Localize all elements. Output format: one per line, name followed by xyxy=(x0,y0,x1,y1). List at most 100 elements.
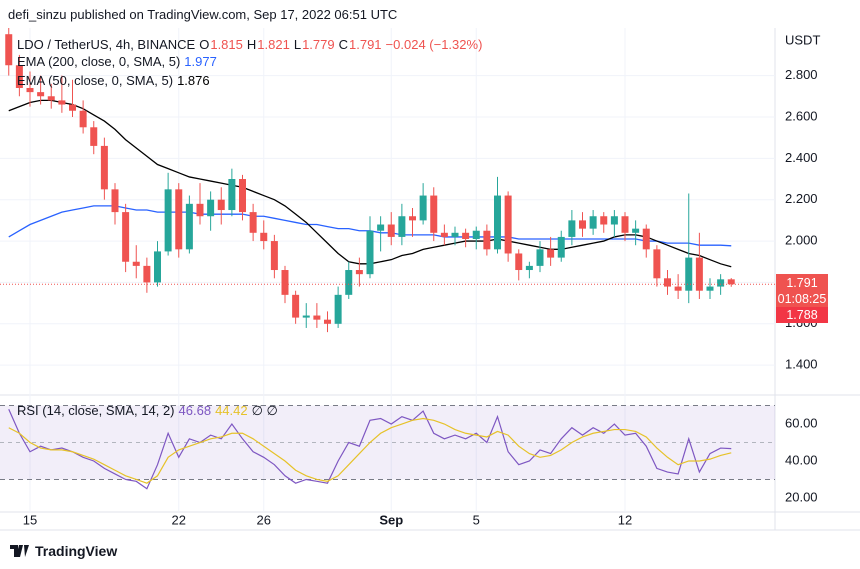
candle-body xyxy=(313,315,321,320)
candle-body xyxy=(196,203,204,217)
y-tick-label: 2.800 xyxy=(785,67,818,82)
candle-body xyxy=(568,220,576,237)
last-price: 1.791 xyxy=(786,276,818,291)
rsi-tick-label: 40.00 xyxy=(785,452,818,467)
candle-body xyxy=(15,65,23,88)
brand: TradingView xyxy=(10,543,117,559)
candle-body xyxy=(504,195,512,254)
countdown: 01:08:25 xyxy=(777,292,827,307)
candle-body xyxy=(536,249,544,266)
ohlc-name: O xyxy=(199,37,210,52)
candle-body xyxy=(58,100,66,105)
candle-body xyxy=(483,230,491,250)
change: −0.024 (−1.32%) xyxy=(385,37,483,52)
candle-body xyxy=(557,236,565,258)
y-tick-label: 2.400 xyxy=(785,150,818,165)
candle-body xyxy=(334,294,342,324)
candle-body xyxy=(653,249,661,279)
candle-body xyxy=(472,230,480,239)
candle-body xyxy=(185,203,193,250)
ohlc-value: 1.821 xyxy=(257,37,290,52)
candle-body xyxy=(366,230,374,275)
candle-body xyxy=(430,195,438,233)
candle-body xyxy=(440,232,448,237)
ema-name: EMA (200, close, 0, SMA, 5) xyxy=(17,54,181,69)
candle-body xyxy=(239,179,246,213)
candle-body xyxy=(132,261,140,266)
candle-body xyxy=(249,212,257,233)
candle-body xyxy=(525,265,533,271)
ema-legend: EMA (50, close, 0, SMA, 5) 1.876 xyxy=(17,73,214,88)
y-tick-label: 2.200 xyxy=(785,191,818,206)
candle-body xyxy=(600,216,608,225)
symbol-title: LDO / TetherUS, 4h, BINANCE xyxy=(17,37,196,52)
indicator-line xyxy=(8,417,732,484)
candle-body xyxy=(345,270,353,295)
candle-body xyxy=(26,87,34,93)
candle-body xyxy=(632,228,640,233)
candle-body xyxy=(122,212,130,262)
ask-label: 1.788 xyxy=(776,307,828,324)
candle-body xyxy=(111,189,119,213)
y-tick-label: 2.000 xyxy=(785,233,818,248)
symbol-legend: LDO / TetherUS, 4h, BINANCE O1.815 H1.821 L… xyxy=(17,37,486,52)
ohlc-name: C xyxy=(338,37,348,52)
candle-body xyxy=(377,224,385,231)
candle-body xyxy=(515,253,523,271)
candle-body xyxy=(164,189,172,252)
publisher: defi_sinzu published on TradingView.com,… xyxy=(8,7,398,22)
candle-body xyxy=(589,216,597,229)
candle-body xyxy=(90,127,98,146)
candle-body xyxy=(494,195,501,250)
last-price-label: 1.791 01:08:25 xyxy=(776,274,828,308)
candle-body xyxy=(281,270,289,295)
candle-body xyxy=(664,278,671,287)
x-tick-label: 26 xyxy=(257,512,271,527)
candle-body xyxy=(260,232,268,242)
candle-body xyxy=(355,270,363,275)
candle-body xyxy=(217,199,225,211)
candle-body xyxy=(621,216,629,233)
rsi-value: 44.42 xyxy=(215,403,248,418)
y-tick-label: 1.400 xyxy=(785,357,818,372)
ohlc-value: 1.815 xyxy=(210,37,243,52)
x-tick-label: 12 xyxy=(618,512,632,527)
ohlc-value: 1.791 xyxy=(349,37,382,52)
candle-body xyxy=(642,228,650,250)
ema-name: EMA (50, close, 0, SMA, 5) xyxy=(17,73,174,88)
na-values: ∅ ∅ xyxy=(251,403,278,418)
candle-body xyxy=(154,251,161,283)
candle-body xyxy=(228,179,236,211)
logo xyxy=(10,545,29,557)
candle-body xyxy=(79,110,87,128)
x-tick-label: Sep xyxy=(379,512,403,527)
candle-body xyxy=(717,279,725,287)
candle-body xyxy=(451,232,459,237)
candle-body xyxy=(727,279,735,285)
candle-body xyxy=(398,216,406,237)
x-tick-label: 5 xyxy=(473,512,480,527)
ohlc-name: L xyxy=(293,37,302,52)
candle-body xyxy=(610,216,618,225)
rsi-tick-label: 20.00 xyxy=(785,489,818,504)
ema-value: 1.876 xyxy=(177,73,210,88)
rsi-title: RSI (14, close, SMA, 14, 2) xyxy=(17,403,175,418)
candle-body xyxy=(387,224,395,237)
rsi-legend: RSI (14, close, SMA, 14, 2) 46.68 44.42 ∅ ∅ xyxy=(17,403,282,419)
candle-body xyxy=(175,189,183,250)
candle-body xyxy=(706,286,714,291)
candle-body xyxy=(292,294,300,318)
candle-body xyxy=(579,220,586,229)
candle-body xyxy=(695,257,703,291)
candle-body xyxy=(674,286,682,291)
candle-body xyxy=(462,232,470,239)
candle-body xyxy=(547,249,555,258)
y-tick-label: 2.600 xyxy=(785,108,818,123)
candle-body xyxy=(409,216,416,221)
ema-value: 1.977 xyxy=(184,54,217,69)
candle-body xyxy=(37,92,45,97)
candle-body xyxy=(5,34,13,66)
x-tick-label: 22 xyxy=(172,512,186,527)
